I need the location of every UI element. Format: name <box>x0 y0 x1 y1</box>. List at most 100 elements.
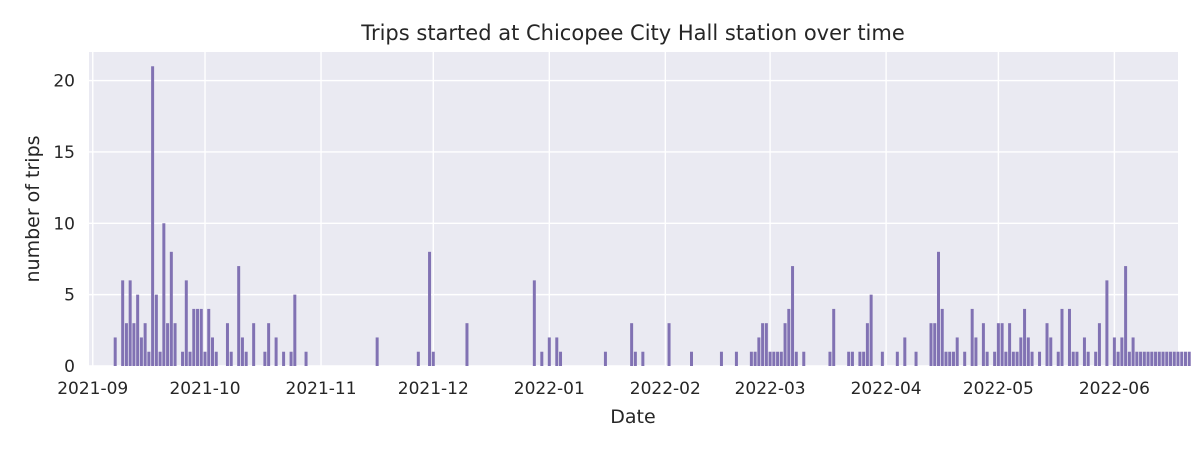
bar <box>1176 351 1180 366</box>
bar <box>1067 308 1071 366</box>
bar <box>783 323 787 366</box>
bar <box>850 351 854 366</box>
bar <box>779 351 783 366</box>
bar <box>139 337 143 366</box>
bar <box>1094 351 1098 366</box>
bar <box>791 266 795 366</box>
bar <box>1146 351 1150 366</box>
bar <box>274 337 278 366</box>
x-tick-label: 2022-04 <box>851 379 922 399</box>
bar <box>985 351 989 366</box>
bar <box>225 323 229 366</box>
bar <box>555 337 559 366</box>
bar <box>559 351 563 366</box>
bar <box>1187 351 1191 366</box>
bar <box>147 351 151 366</box>
bar <box>1056 351 1060 366</box>
x-tick-labels: 2021-09 2021-10 2021-11 2021-12 2022-01 2022-… <box>57 379 1150 399</box>
bar <box>1060 308 1064 366</box>
bar <box>1180 351 1184 366</box>
bar <box>772 351 776 366</box>
bar <box>547 337 551 366</box>
bar <box>1026 337 1030 366</box>
bar <box>124 323 128 366</box>
bar <box>267 323 271 366</box>
y-tick-label: 5 <box>64 286 75 306</box>
bar <box>761 323 765 366</box>
bar <box>794 351 798 366</box>
bar <box>1015 351 1019 366</box>
bar <box>184 280 188 366</box>
bar <box>282 351 286 366</box>
bar <box>802 351 806 366</box>
bar <box>955 337 959 366</box>
bar <box>203 351 207 366</box>
bar <box>214 351 218 366</box>
bar <box>633 351 637 366</box>
chart-title: Trips started at Chicopee City Hall stat… <box>360 21 905 45</box>
bar-series <box>113 66 1191 366</box>
y-tick-label: 15 <box>53 143 75 163</box>
bar <box>903 337 907 366</box>
bar <box>173 323 177 366</box>
bar <box>787 308 791 366</box>
x-tick-label: 2021-12 <box>398 379 469 399</box>
bar <box>776 351 780 366</box>
bar <box>428 251 432 366</box>
bar <box>869 294 873 366</box>
bar <box>1086 351 1090 366</box>
bar <box>143 323 147 366</box>
bar <box>1023 308 1027 366</box>
bar <box>196 308 200 366</box>
bar <box>375 337 379 366</box>
y-tick-labels: 0 5 10 15 20 <box>53 72 75 377</box>
bar <box>667 323 671 366</box>
bar <box>162 223 166 366</box>
bar <box>1071 351 1075 366</box>
bar <box>1112 337 1116 366</box>
bar <box>1150 351 1154 366</box>
bar <box>431 351 435 366</box>
bar <box>940 308 944 366</box>
bar <box>289 351 293 366</box>
bar <box>1011 351 1015 366</box>
bar <box>192 308 196 366</box>
x-tick-label: 2022-06 <box>1079 379 1150 399</box>
bar <box>981 323 985 366</box>
bar <box>154 294 158 366</box>
x-axis-label: Date <box>610 406 655 428</box>
bar <box>1172 351 1176 366</box>
bar <box>974 337 978 366</box>
bar <box>1049 337 1053 366</box>
bar <box>858 351 862 366</box>
bar <box>188 351 192 366</box>
x-tick-label: 2022-01 <box>514 379 585 399</box>
bar <box>719 351 723 366</box>
bar <box>1075 351 1079 366</box>
bar <box>690 351 694 366</box>
y-tick-label: 0 <box>64 357 75 377</box>
bar <box>993 351 997 366</box>
y-axis-label: number of trips <box>22 135 44 282</box>
bar <box>865 323 869 366</box>
bar <box>229 351 233 366</box>
bar <box>304 351 308 366</box>
bar <box>603 351 607 366</box>
bar <box>847 351 851 366</box>
bar <box>121 280 125 366</box>
bar <box>914 351 918 366</box>
bar <box>641 351 645 366</box>
bar <box>181 351 185 366</box>
bar <box>1120 337 1124 366</box>
bar <box>199 308 203 366</box>
x-tick-label: 2021-09 <box>57 379 128 399</box>
bar <box>862 351 866 366</box>
bar <box>944 351 948 366</box>
bar <box>828 351 832 366</box>
bar <box>1116 351 1120 366</box>
x-tick-label: 2021-11 <box>286 379 357 399</box>
bar <box>951 351 955 366</box>
bar <box>532 280 536 366</box>
bar <box>1154 351 1158 366</box>
bar <box>166 323 170 366</box>
